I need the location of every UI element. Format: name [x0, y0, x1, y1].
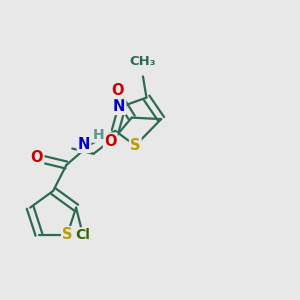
Text: S: S — [62, 227, 73, 242]
Text: N: N — [113, 99, 125, 114]
Text: O: O — [104, 134, 116, 149]
Text: O: O — [111, 83, 123, 98]
Text: CH₃: CH₃ — [130, 55, 156, 68]
Text: O: O — [31, 150, 43, 165]
Text: Cl: Cl — [75, 228, 90, 242]
Text: N: N — [78, 137, 90, 152]
Text: S: S — [130, 138, 140, 153]
Text: H: H — [93, 128, 105, 142]
